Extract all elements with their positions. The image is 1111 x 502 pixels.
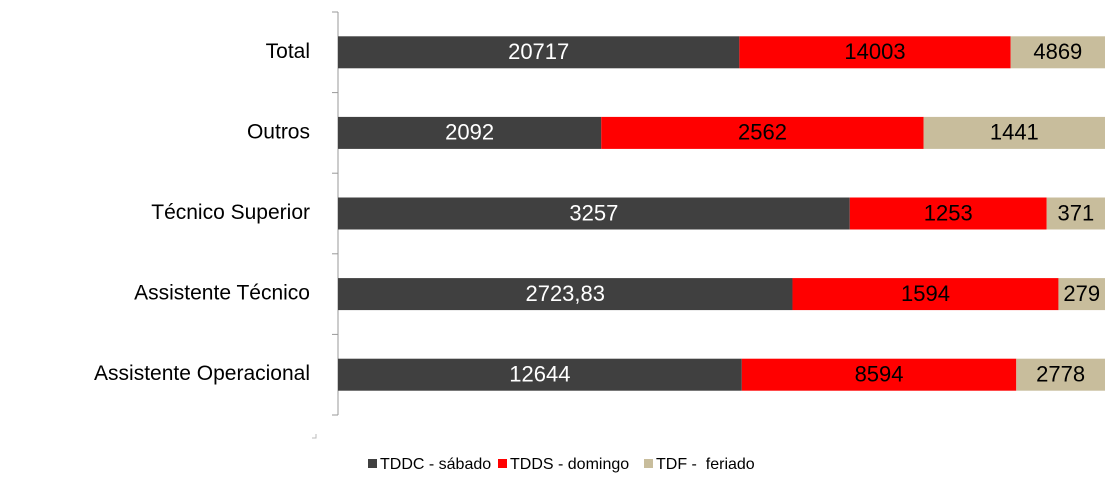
category-label: Outros — [247, 120, 310, 143]
data-label: 14003 — [844, 39, 905, 64]
data-label: 2778 — [1036, 362, 1085, 387]
bar-segment — [338, 358, 742, 391]
data-label: 2562 — [738, 120, 787, 145]
corner-mark — [312, 434, 317, 439]
data-label: 12644 — [509, 362, 570, 387]
bar-segment — [1016, 358, 1105, 391]
legend-label: TDDS - domingo — [510, 456, 629, 473]
bar-segment — [849, 197, 1047, 230]
bar-segment — [1046, 197, 1105, 230]
bar-segment — [338, 278, 793, 311]
data-label: 371 — [1057, 200, 1094, 225]
legend-label: TDF - feriado — [656, 456, 755, 473]
legend-swatch — [368, 459, 377, 468]
data-label: 1441 — [990, 120, 1039, 145]
bar-segment — [923, 116, 1105, 149]
bar-segment — [741, 358, 1017, 391]
data-label: 20717 — [508, 39, 569, 64]
category-label: Assistente Técnico — [134, 282, 310, 305]
category-label: Total — [266, 40, 310, 63]
bar-segment — [601, 116, 924, 149]
data-label: 1594 — [901, 281, 950, 306]
bar-segment — [338, 116, 602, 149]
category-label: Assistente Operacional — [94, 362, 310, 385]
legend-swatch — [644, 459, 653, 468]
bar-segment — [338, 197, 850, 230]
data-label: 8594 — [855, 362, 904, 387]
bar-segment — [1010, 36, 1105, 69]
data-label: 2092 — [445, 120, 494, 145]
legend-swatch — [498, 459, 507, 468]
legend-label: TDDC - sábado — [380, 456, 491, 473]
data-label: 2723,83 — [525, 281, 605, 306]
category-label: Técnico Superior — [151, 201, 310, 224]
data-label: 279 — [1063, 281, 1100, 306]
bar-segment — [338, 36, 740, 69]
bar-segment — [792, 278, 1059, 311]
data-label: 4869 — [1033, 39, 1082, 64]
data-label: 3257 — [569, 200, 618, 225]
bar-segment — [1058, 278, 1105, 311]
data-label: 1253 — [924, 200, 973, 225]
bar-segment — [739, 36, 1011, 69]
